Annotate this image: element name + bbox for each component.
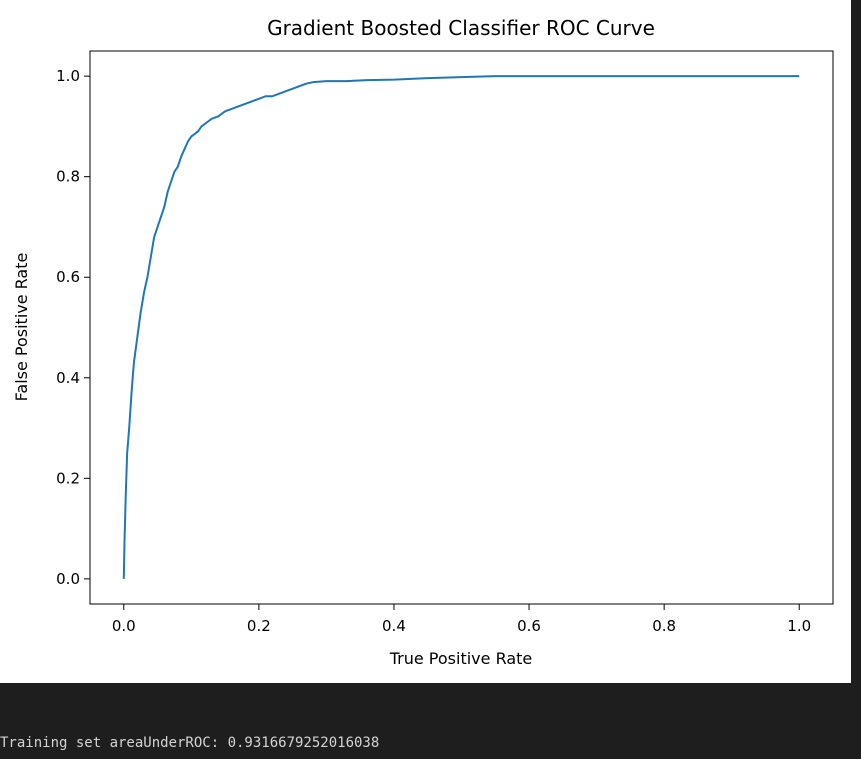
console-output: Training set areaUnderROC: 0.93166792520… xyxy=(0,735,380,751)
y-tick-label: 1.0 xyxy=(56,67,80,85)
y-tick-label: 0.0 xyxy=(56,570,80,588)
x-axis-label: True Positive Rate xyxy=(389,649,533,668)
y-tick-label: 0.6 xyxy=(56,268,80,286)
x-tick-label: 1.0 xyxy=(787,617,811,635)
y-tick-label: 0.8 xyxy=(56,168,80,186)
x-axis-ticks: 0.0 0.2 0.4 0.6 0.8 1.0 xyxy=(112,604,811,635)
x-tick-label: 0.2 xyxy=(247,617,271,635)
x-tick-label: 0.8 xyxy=(652,617,676,635)
roc-chart: Gradient Boosted Classifier ROC Curve 0.… xyxy=(12,16,834,668)
x-tick-label: 0.0 xyxy=(112,617,136,635)
y-axis-ticks: 0.0 0.2 0.4 0.6 0.8 1.0 xyxy=(56,67,90,588)
y-tick-label: 0.2 xyxy=(56,469,80,487)
y-tick-label: 0.4 xyxy=(56,369,80,387)
y-axis-label: False Positive Rate xyxy=(12,253,31,402)
x-tick-label: 0.6 xyxy=(517,617,541,635)
x-tick-label: 0.4 xyxy=(382,617,406,635)
plot-panel: Gradient Boosted Classifier ROC Curve 0.… xyxy=(0,0,851,683)
chart-title: Gradient Boosted Classifier ROC Curve xyxy=(267,16,655,40)
plot-frame xyxy=(89,50,834,605)
roc-curve-line xyxy=(122,75,800,579)
